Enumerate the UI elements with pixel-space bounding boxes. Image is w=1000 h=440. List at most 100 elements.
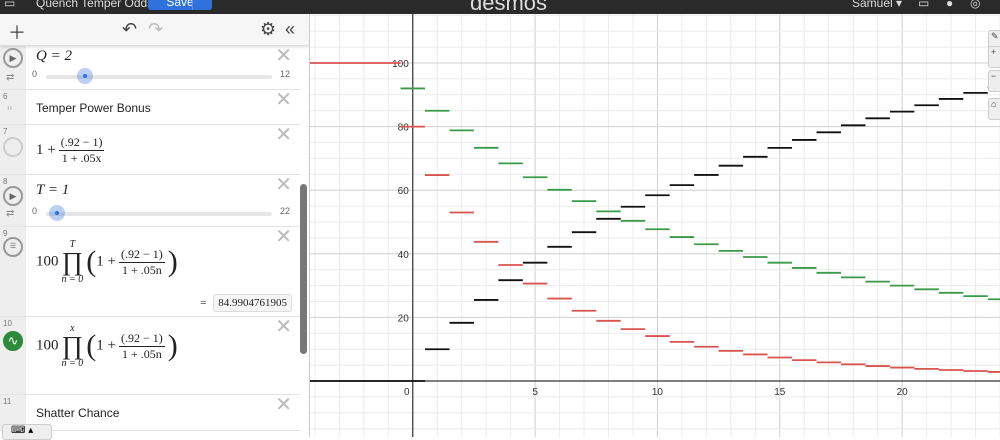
expression-item-10[interactable]: 10 ∿ 100x ∏ n = 0(1 + (.92 − 1) 1 + .05n) ✕ bbox=[0, 317, 300, 395]
slider-handle[interactable] bbox=[77, 68, 94, 84]
graph-title[interactable]: Quench Temper Odds bbox=[36, 0, 154, 10]
keyboard-icon: ⌨ ▴ bbox=[11, 425, 34, 436]
graph-canvas[interactable]: 0 5 10 15 20 20 40 60 80 100 bbox=[310, 14, 1000, 437]
delete-icon[interactable]: ✕ bbox=[275, 226, 292, 248]
slider-min[interactable]: 0 bbox=[32, 206, 38, 216]
play-icon[interactable]: ▶ bbox=[3, 186, 23, 206]
slider-max[interactable]: 22 bbox=[279, 206, 290, 216]
loop-icon[interactable]: ⇄ bbox=[6, 72, 15, 83]
home-icon[interactable]: ⌂ bbox=[988, 98, 1000, 120]
numerator: (.92 − 1) bbox=[118, 330, 165, 347]
x-tick-label: 20 bbox=[897, 387, 909, 398]
expression-item-slider-t[interactable]: 8 ▶ ⇄ T = 1 0 22 ✕ bbox=[0, 175, 300, 227]
user-menu[interactable]: Samuel ▾ bbox=[852, 0, 903, 10]
product-symbol: ∏ bbox=[61, 331, 84, 360]
expression-item-9[interactable]: 9 ☰ 100T ∏ n = 0(1 + (.92 − 1) 1 + .05n) = 8… bbox=[0, 227, 300, 317]
slider-max[interactable]: 12 bbox=[279, 69, 290, 79]
numerator: (.92 − 1) bbox=[118, 246, 165, 263]
denominator: 1 + .05n bbox=[121, 262, 162, 277]
play-icon[interactable]: ▶ bbox=[3, 48, 23, 68]
delete-icon[interactable]: ✕ bbox=[275, 394, 292, 416]
save-label: Save bbox=[166, 0, 194, 9]
y-tick-label: 20 bbox=[398, 313, 410, 324]
panel-scrollbar[interactable] bbox=[300, 184, 307, 354]
result-value: 84.9904761905 bbox=[213, 294, 292, 312]
coefficient: 100 bbox=[36, 337, 59, 354]
language-icon[interactable]: ◎ bbox=[970, 0, 981, 10]
expression-item-7[interactable]: 7 1 + (.92 − 1) 1 + .05x ✕ bbox=[0, 125, 300, 175]
help-icon[interactable]: ● bbox=[946, 0, 954, 10]
y-tick-label: 60 bbox=[398, 186, 410, 197]
denominator: 1 + .05x bbox=[61, 151, 102, 165]
y-tick-label: 40 bbox=[398, 250, 410, 261]
product-lower: n = 0 bbox=[61, 358, 84, 369]
q-slider[interactable]: 0 12 bbox=[32, 68, 290, 84]
slider-min[interactable]: 0 bbox=[32, 69, 38, 79]
delete-icon[interactable]: ✕ bbox=[275, 89, 292, 111]
slider-handle[interactable] bbox=[48, 205, 65, 221]
expression-latex[interactable]: 100x ∏ n = 0(1 + (.92 − 1) 1 + .05n) bbox=[36, 323, 178, 369]
note-text[interactable]: Shatter Chance bbox=[36, 406, 120, 420]
expression-panel: ＋ ↶ ↷ ⚙ « ▶ ⇄ Q = 2 0 12 ✕ 6 “ Temper Pow… bbox=[0, 14, 310, 437]
gutter: 10 bbox=[0, 317, 26, 394]
coefficient: 100 bbox=[36, 253, 59, 270]
undo-icon[interactable]: ↶ bbox=[122, 19, 138, 39]
expression-latex[interactable]: Q = 2 bbox=[36, 48, 72, 64]
graph-color-icon[interactable]: ∿ bbox=[3, 331, 23, 351]
menu-icon[interactable]: ▭ bbox=[4, 0, 16, 10]
expression-latex[interactable]: 1 + (.92 − 1) 1 + .05x bbox=[36, 135, 107, 166]
redo-icon[interactable]: ↷ bbox=[148, 19, 164, 39]
evaluation-result: = 84.9904761905 bbox=[200, 294, 292, 312]
slider-track[interactable] bbox=[46, 75, 272, 79]
plus-icon[interactable]: ＋ bbox=[8, 23, 26, 43]
hidden-graph-icon[interactable] bbox=[3, 137, 23, 157]
expression-latex[interactable]: 100T ∏ n = 0(1 + (.92 − 1) 1 + .05n) bbox=[36, 239, 178, 285]
item-number: 8 bbox=[3, 177, 8, 186]
save-dropdown[interactable] bbox=[192, 0, 212, 10]
x-tick-label: 10 bbox=[652, 387, 664, 398]
zoom-out-button[interactable]: − bbox=[988, 70, 1000, 92]
delete-icon[interactable]: ✕ bbox=[275, 174, 292, 196]
item-number: 9 bbox=[3, 229, 8, 238]
x-tick-label: 15 bbox=[774, 387, 786, 398]
share-icon[interactable]: ▭ bbox=[918, 0, 930, 10]
x-tick-label: 0 bbox=[404, 387, 410, 398]
slider-track[interactable] bbox=[46, 212, 272, 216]
note-text[interactable]: Temper Power Bonus bbox=[36, 101, 151, 115]
expression-toolbar: ＋ ↶ ↷ ⚙ « bbox=[0, 14, 309, 46]
loop-icon[interactable]: ⇄ bbox=[6, 208, 15, 219]
product-symbol: ∏ bbox=[61, 247, 84, 276]
delete-icon[interactable]: ✕ bbox=[275, 316, 292, 338]
denominator: 1 + .05n bbox=[121, 346, 162, 361]
double-chevron-left-icon[interactable]: « bbox=[285, 19, 296, 39]
product-upper: x bbox=[70, 323, 75, 334]
desmos-logo: desmos bbox=[470, 0, 548, 14]
delete-icon[interactable]: ✕ bbox=[275, 124, 292, 146]
expression-item-slider-q[interactable]: ▶ ⇄ Q = 2 0 12 ✕ bbox=[0, 46, 300, 90]
quote-icon: “ bbox=[7, 104, 13, 121]
top-bar: ▭ Quench Temper Odds Save desmos Samuel … bbox=[0, 0, 1000, 14]
x-tick-label: 5 bbox=[532, 387, 538, 398]
save-button[interactable]: Save bbox=[148, 0, 212, 10]
inner-prefix: 1 + bbox=[96, 337, 116, 354]
hidden-graph-icon[interactable]: ☰ bbox=[3, 237, 23, 257]
item-number: 6 bbox=[3, 92, 8, 101]
gear-icon[interactable]: ⚙ bbox=[260, 19, 277, 39]
expression-item-note[interactable]: 6 “ Temper Power Bonus ✕ bbox=[0, 90, 300, 125]
product-upper: T bbox=[69, 239, 76, 250]
inner-prefix: 1 + bbox=[96, 253, 116, 270]
expr-prefix: 1 + bbox=[36, 141, 56, 158]
delete-icon[interactable]: ✕ bbox=[275, 45, 292, 67]
zoom-in-button[interactable]: + bbox=[988, 46, 1000, 68]
product-lower: n = 0 bbox=[61, 274, 84, 285]
gutter: 6 “ bbox=[0, 90, 26, 124]
item-number: 10 bbox=[3, 319, 12, 328]
item-number: 7 bbox=[3, 127, 8, 136]
expression-latex[interactable]: T = 1 bbox=[36, 182, 70, 198]
t-slider[interactable]: 0 22 bbox=[32, 205, 290, 221]
keyboard-toggle-button[interactable]: ⌨ ▴ bbox=[2, 424, 52, 440]
numerator: (.92 − 1) bbox=[58, 135, 105, 151]
item-number: 11 bbox=[3, 397, 12, 406]
y-tick-label: 80 bbox=[398, 123, 410, 134]
y-tick-label: 100 bbox=[392, 59, 409, 70]
